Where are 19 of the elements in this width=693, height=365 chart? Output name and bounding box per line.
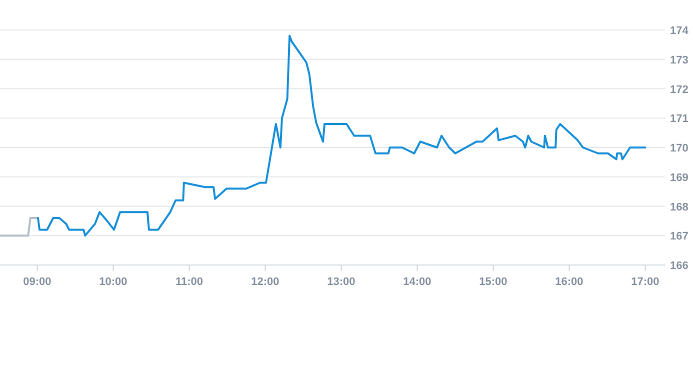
x-tick-label: 16:00: [555, 276, 584, 288]
y-tick-label: 173: [670, 54, 688, 66]
x-tick-label: 12:00: [251, 276, 280, 288]
y-tick-label: 170: [670, 142, 688, 154]
line-series: [37, 34, 646, 237]
x-tick-label: 10:00: [99, 276, 128, 288]
y-tick-label: 172: [670, 84, 688, 96]
x-tick-label: 15:00: [479, 276, 508, 288]
x-tick-label: 17:00: [631, 276, 660, 288]
x-tick-label: 11:00: [175, 276, 204, 288]
x-tick-label: 13:00: [327, 276, 356, 288]
y-tick-label: 171: [670, 113, 688, 126]
y-tick-label: 168: [670, 201, 688, 214]
x-tick-label: 09:00: [23, 276, 52, 288]
y-tick-label: 166: [670, 260, 688, 272]
y-tick-label: 174: [670, 25, 690, 37]
x-tick-label: 14:00: [403, 276, 432, 288]
y-tick-label: 169: [670, 172, 688, 184]
y-tick-label: 167: [670, 230, 688, 243]
